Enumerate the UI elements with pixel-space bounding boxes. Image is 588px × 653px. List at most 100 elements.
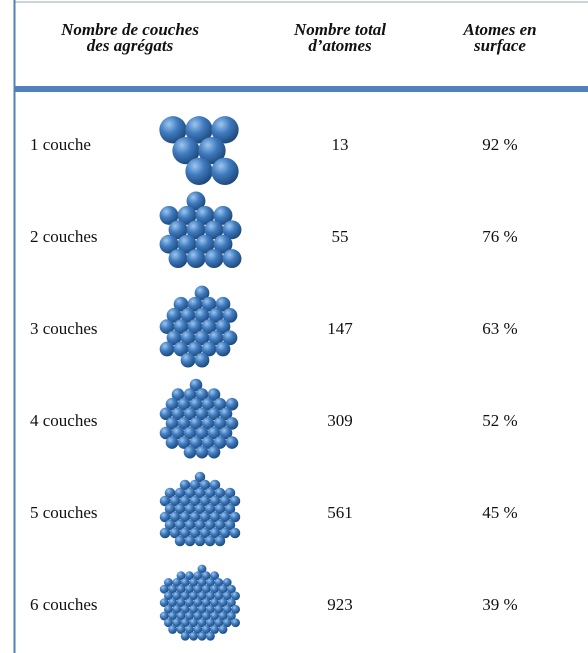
atom bbox=[205, 618, 215, 628]
atom bbox=[169, 495, 181, 507]
atom bbox=[164, 503, 176, 515]
atom bbox=[172, 578, 182, 587]
atom bbox=[171, 426, 185, 440]
atom bbox=[194, 285, 210, 301]
atom bbox=[174, 487, 186, 499]
atom bbox=[201, 436, 215, 449]
atom bbox=[189, 378, 203, 392]
atom bbox=[207, 426, 221, 440]
atom bbox=[189, 511, 201, 523]
atom bbox=[204, 535, 216, 547]
atom bbox=[195, 445, 209, 459]
atom bbox=[205, 578, 215, 587]
atom bbox=[222, 604, 232, 614]
atom bbox=[222, 578, 232, 587]
atom bbox=[197, 591, 207, 601]
atom bbox=[186, 220, 206, 240]
atom bbox=[177, 205, 197, 225]
atom bbox=[214, 487, 226, 499]
atom bbox=[185, 116, 213, 144]
atom bbox=[211, 116, 239, 144]
atom bbox=[204, 220, 224, 240]
atom bbox=[169, 527, 181, 539]
atom bbox=[180, 352, 196, 368]
row-label: 4 couches bbox=[30, 411, 98, 430]
atom bbox=[201, 319, 217, 334]
atom bbox=[231, 591, 241, 601]
atom bbox=[219, 527, 231, 539]
cell: 92 % bbox=[482, 135, 518, 154]
atom bbox=[174, 503, 186, 515]
atom bbox=[176, 611, 186, 621]
atom bbox=[214, 519, 226, 531]
atom bbox=[180, 308, 196, 323]
atom bbox=[168, 249, 188, 269]
atom bbox=[195, 205, 215, 225]
atom bbox=[194, 519, 206, 531]
atom bbox=[165, 397, 179, 411]
atom bbox=[159, 407, 173, 421]
atom bbox=[201, 296, 217, 312]
atom bbox=[224, 487, 236, 499]
atom bbox=[184, 519, 196, 531]
atom bbox=[179, 495, 191, 507]
atom bbox=[213, 234, 233, 254]
atom bbox=[215, 296, 231, 312]
atom bbox=[209, 495, 221, 507]
header-line: Nombre total bbox=[293, 20, 387, 39]
atom bbox=[201, 341, 217, 357]
atom bbox=[194, 487, 206, 499]
atom bbox=[226, 584, 236, 594]
atom bbox=[199, 527, 211, 539]
atom bbox=[177, 417, 191, 430]
atom bbox=[205, 631, 215, 641]
atom bbox=[180, 578, 190, 587]
atom bbox=[197, 604, 207, 614]
atom bbox=[197, 578, 207, 587]
atom bbox=[189, 578, 199, 587]
atom bbox=[189, 417, 203, 430]
atom bbox=[163, 578, 173, 587]
header-cell: Nombre de couches des agrégats bbox=[61, 21, 199, 54]
atom bbox=[186, 249, 206, 269]
atom bbox=[198, 136, 226, 165]
atom bbox=[172, 618, 182, 628]
atom bbox=[225, 417, 239, 430]
cluster-icon bbox=[159, 378, 239, 459]
atom bbox=[176, 571, 186, 581]
atom bbox=[222, 591, 232, 601]
cluster-icon bbox=[159, 116, 239, 186]
atom bbox=[168, 625, 178, 634]
atom bbox=[222, 220, 242, 240]
atom bbox=[159, 319, 175, 334]
atom bbox=[168, 220, 188, 240]
atom bbox=[229, 527, 241, 539]
atom bbox=[168, 584, 178, 594]
cell: 45 % bbox=[482, 503, 518, 522]
atom bbox=[219, 426, 233, 440]
atom bbox=[224, 503, 236, 515]
atom bbox=[180, 631, 190, 641]
atom bbox=[159, 611, 169, 621]
atom bbox=[222, 249, 242, 269]
atom bbox=[204, 487, 216, 499]
header-line: d’atomes bbox=[308, 36, 372, 55]
atom bbox=[189, 604, 199, 614]
atom bbox=[173, 341, 189, 357]
atom bbox=[179, 511, 191, 523]
atom bbox=[166, 330, 182, 346]
atom bbox=[189, 618, 199, 628]
atom bbox=[189, 436, 203, 449]
cluster-icon bbox=[159, 471, 241, 547]
atom bbox=[185, 157, 213, 186]
atom bbox=[194, 503, 206, 515]
cell: 63 % bbox=[482, 319, 518, 338]
atom bbox=[214, 503, 226, 515]
atom bbox=[177, 436, 191, 449]
atom bbox=[174, 535, 186, 547]
atom bbox=[179, 527, 191, 539]
atom bbox=[213, 397, 227, 411]
atom bbox=[165, 417, 179, 430]
atom bbox=[213, 417, 227, 430]
